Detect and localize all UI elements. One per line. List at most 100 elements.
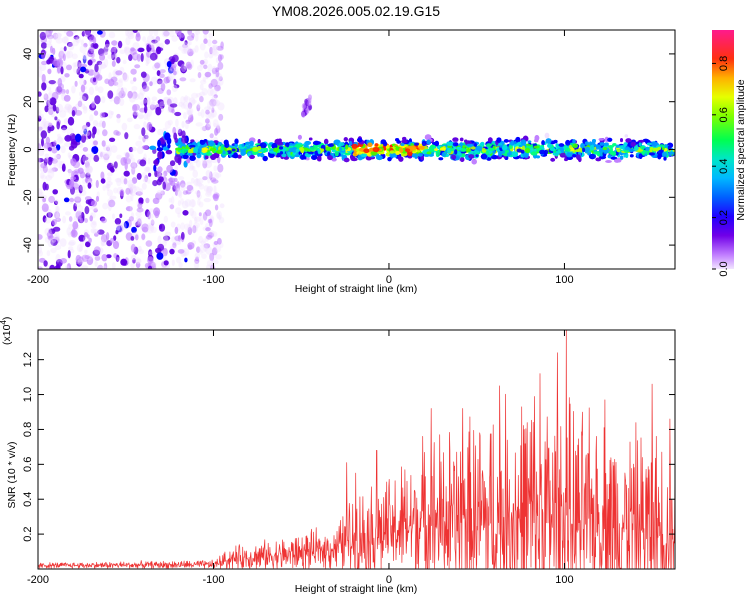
spectrogram-cell (212, 193, 219, 200)
spectrogram-cell (614, 158, 621, 163)
spectrogram-cell (41, 73, 46, 83)
spectrogram-cell (607, 154, 612, 159)
spectrogram-cell (171, 259, 175, 266)
spectrogram-cell (196, 178, 204, 184)
spectrogram-cell (661, 151, 668, 158)
spectrogram-cell (213, 165, 218, 172)
spectrogram-cell (541, 140, 545, 146)
spectrogram-cell (111, 40, 118, 46)
spectrogram-cell (80, 66, 87, 73)
spectrogram-cell (119, 189, 125, 197)
spectrogram-cell (110, 76, 118, 83)
spectrogram-cell (186, 63, 193, 70)
spectrogram-cell (67, 42, 75, 51)
spectrogram-cell (174, 111, 182, 117)
spectrogram-cell (56, 103, 64, 113)
spectrogram-cell (94, 260, 98, 267)
spectrogram-cell (103, 262, 108, 269)
spectrogram-cell (125, 187, 131, 195)
spectrogram-cell (370, 151, 378, 156)
spectrogram-cell (111, 51, 116, 61)
spectrogram-cell (163, 215, 168, 223)
spectrogram-cell (63, 46, 67, 52)
spectrogram-cell (502, 145, 507, 151)
spectrogram-cell (201, 158, 208, 164)
spectrogram-cell (175, 118, 179, 128)
spectrogram-cell (210, 78, 218, 88)
spectrogram-cell (530, 151, 538, 156)
spectrogram-cell (167, 143, 171, 149)
spectrogram-cell (80, 134, 87, 143)
spectrogram-cell (574, 149, 581, 153)
spectrogram-cell (41, 203, 49, 213)
spectrogram-cell (125, 206, 133, 212)
spectrogram-cell (60, 66, 64, 75)
spectrogram-cell (183, 48, 187, 53)
spectrogram-cell (131, 226, 137, 234)
spectrogram-cell (353, 150, 358, 157)
spectrogram-cell (434, 148, 438, 152)
spectrogram-cell (211, 66, 217, 71)
spectrogram-cell (41, 60, 48, 66)
spectrogram-cell (148, 41, 156, 49)
spectrogram-cell (55, 32, 63, 38)
spectrogram-cell (180, 63, 187, 73)
spectrogram-cell (38, 126, 43, 132)
spectrogram-cell (54, 231, 60, 240)
spectrogram-cell (167, 107, 172, 113)
spectrogram-cell (194, 216, 201, 222)
spectrogram-cell (257, 139, 261, 144)
spectrogram-cell (186, 110, 192, 116)
spectrogram-cell (395, 138, 400, 142)
spectrogram-cell (319, 148, 325, 152)
colorbar-tick-label: 0.2 (718, 210, 730, 225)
spectrogram-cell (206, 186, 214, 194)
spectrogram-cell (216, 212, 221, 219)
spectrogram-cell (216, 149, 223, 154)
spectrogram-cell (163, 170, 168, 177)
spectrogram-cell (42, 124, 50, 131)
spectrogram-cell (412, 153, 416, 158)
spectrogram-cell (169, 204, 175, 210)
spectrogram-cell (74, 61, 81, 68)
spectrogram-cell (281, 153, 287, 158)
spectrogram-cell (64, 265, 70, 269)
spectrogram-cell (103, 144, 110, 152)
spectrogram-cell (173, 70, 177, 76)
spectrogram-cell (159, 101, 166, 107)
spectrogram-cell (141, 172, 147, 178)
spectrogram-cell (122, 72, 128, 81)
spectrogram-cell (141, 182, 147, 190)
spectrogram-cell (174, 154, 182, 164)
spectrogram-cell (52, 104, 57, 112)
spectrogram-cell (86, 165, 93, 175)
spectrogram-cell (138, 220, 143, 225)
spectrogram-cell (107, 90, 114, 99)
spectrogram-cell (216, 123, 220, 129)
spectrogram-cell (63, 94, 71, 102)
spectrogram-cell (52, 33, 58, 41)
spectrogram-cell (79, 45, 87, 54)
spectrogram-cell (97, 264, 104, 269)
spectrogram-cell (594, 144, 601, 150)
spectrogram-cell (76, 68, 81, 75)
colorbar-ticks: 0.0 0.2 0.4 0.6 0.8 (712, 56, 730, 277)
spectrogram-cell (38, 188, 43, 196)
colorbar-tick-label: 0.6 (718, 107, 730, 122)
spectrogram-cell (187, 149, 194, 154)
spectrogram-cell (510, 140, 515, 146)
spectrogram-cell (150, 219, 155, 226)
spectrogram-cell (124, 47, 131, 56)
spectrogram-cell (134, 64, 141, 69)
spectrogram-cell (452, 142, 459, 147)
spectrogram-cell (97, 30, 103, 35)
spectrogram-cell (207, 157, 212, 164)
spectrogram-cell (48, 195, 55, 204)
spectrogram-cell (191, 99, 197, 104)
spectrogram-cell (150, 76, 159, 85)
spectrogram-cell (48, 122, 53, 128)
spectrogram-cell (456, 146, 462, 150)
spectrogram-cell (624, 146, 630, 151)
spectrogram-cell (142, 36, 147, 42)
spectrogram-cell (149, 81, 153, 87)
